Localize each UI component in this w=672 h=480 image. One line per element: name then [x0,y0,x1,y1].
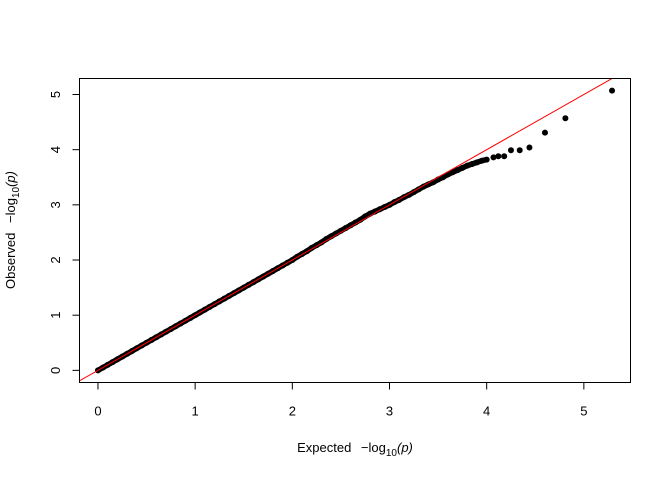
data-point [541,129,548,136]
y-tick-label: 4 [48,146,63,153]
data-point [490,154,497,161]
data-point [352,219,359,226]
y-tick-label: 1 [48,312,63,319]
data-point [425,181,432,188]
data-point [516,147,523,154]
data-point [562,115,569,122]
y-tick-label: 5 [48,91,63,98]
data-point [333,230,340,237]
y-tick-label: 2 [48,256,63,263]
x-tick-label: 3 [386,404,393,419]
x-axis-label: Expected −log10(p) [297,440,413,459]
y-tick-label: 3 [48,201,63,208]
data-point [459,164,466,171]
x-tick-label: 2 [289,404,296,419]
data-point [454,167,461,174]
x-tick-label: 0 [94,404,101,419]
data-point [483,156,490,163]
x-axis: 0 1 2 3 4 5 [94,382,587,419]
plot-region [79,78,616,382]
y-tick-label: 0 [48,367,63,374]
data-point [526,144,533,151]
data-point [357,216,364,223]
y-axis-label: Observed −log10(p) [3,171,22,289]
x-tick-label: 1 [192,404,199,419]
data-point [328,233,335,240]
data-point [469,161,476,168]
x-tick-label: 5 [580,404,587,419]
data-point [337,227,344,234]
data-point [501,153,508,160]
data-point [495,153,502,160]
data-point [609,87,616,94]
data-point [507,147,514,154]
data-point [449,169,456,176]
x-tick-label: 4 [483,404,490,419]
data-point [478,157,485,164]
data-point [347,222,354,229]
data-point [464,162,471,169]
y-axis: 0 1 2 3 4 5 [48,91,80,374]
reference-line [79,78,614,382]
data-point [323,236,330,243]
data-point [371,208,378,215]
data-point [342,225,349,232]
data-point [473,159,480,166]
plot-frame [79,78,631,383]
